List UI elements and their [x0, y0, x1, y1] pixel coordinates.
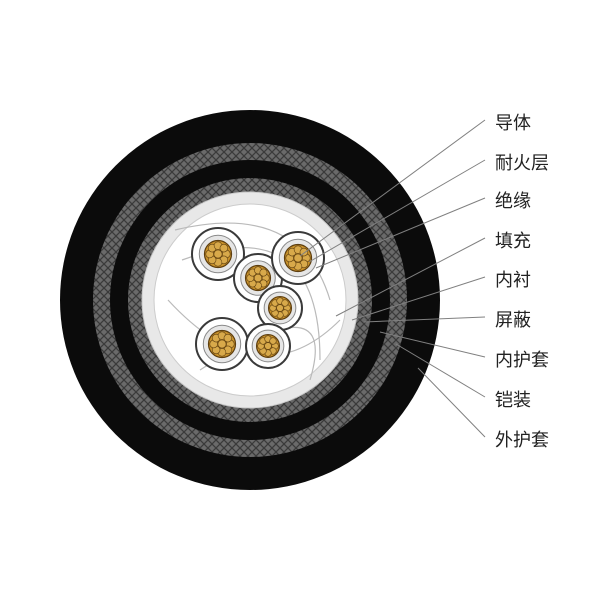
label-fire_layer: 耐火层 [495, 149, 549, 175]
label-inner_sheath: 内护套 [495, 346, 549, 372]
label-outer_sheath: 外护套 [495, 426, 549, 452]
label-conductor: 导体 [495, 109, 531, 135]
leader-line-outer_sheath [418, 368, 485, 437]
label-lining: 内衬 [495, 266, 531, 292]
core-4 [196, 318, 248, 370]
core-5 [246, 324, 290, 368]
label-armor: 铠装 [495, 386, 531, 412]
label-shield: 屏蔽 [495, 306, 531, 332]
label-filling: 填充 [495, 227, 531, 253]
label-insulation: 绝缘 [495, 187, 531, 213]
cable-cross-section-diagram [0, 0, 600, 600]
